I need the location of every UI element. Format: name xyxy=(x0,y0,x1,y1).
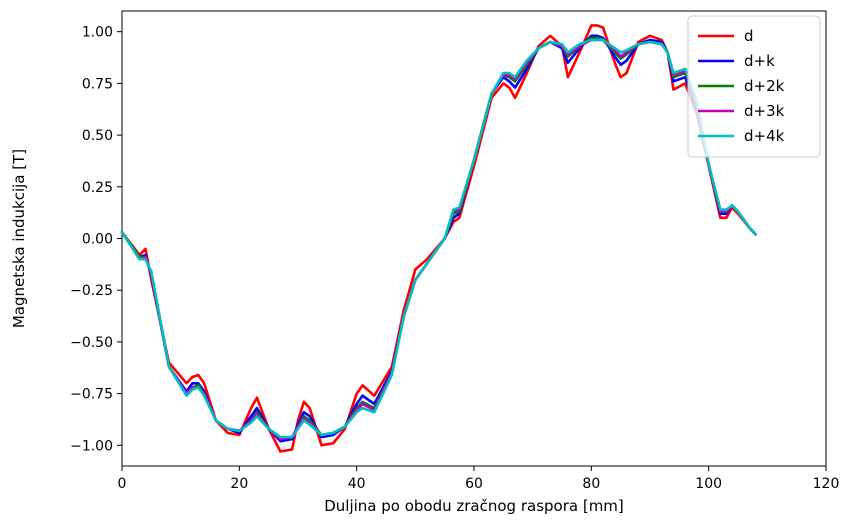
x-axis-ticks: 0 20 40 60 80 100 120 xyxy=(118,466,840,492)
y-axis-ticks: −1.00 −0.75 −0.50 −0.25 0.00 0.25 0.50 0.75 1.00 xyxy=(70,25,122,454)
y-tick-label: −0.75 xyxy=(70,387,113,403)
legend-label: d xyxy=(744,27,754,45)
y-tick-label: −0.25 xyxy=(70,283,113,299)
y-tick-label: 0.75 xyxy=(82,76,113,92)
legend-label: d+k xyxy=(744,52,775,70)
x-axis-label: Duljina po obodu zračnog raspora [mm] xyxy=(324,497,624,515)
y-tick-label: 0.25 xyxy=(82,180,113,196)
x-tick-label: 80 xyxy=(582,476,600,492)
series-lines xyxy=(120,24,757,453)
y-tick-label: 1.00 xyxy=(82,25,113,41)
x-tick-label: 120 xyxy=(813,476,840,492)
legend-label: d+2k xyxy=(744,77,785,95)
y-tick-label: −1.00 xyxy=(70,438,113,454)
x-tick-label: 0 xyxy=(118,476,127,492)
legend-label: d+4k xyxy=(744,127,785,145)
y-tick-label: 0.00 xyxy=(82,232,113,248)
legend-label: d+3k xyxy=(744,102,785,120)
legend: d d+k d+2k d+3k d+4k xyxy=(687,15,821,158)
y-tick-label: 0.50 xyxy=(82,128,113,144)
y-tick-label: −0.50 xyxy=(70,335,113,351)
x-tick-label: 20 xyxy=(230,476,248,492)
x-tick-label: 60 xyxy=(465,476,483,492)
x-tick-label: 100 xyxy=(695,476,722,492)
legend-box xyxy=(687,15,821,158)
y-axis-label: Magnetska indukcija [T] xyxy=(10,149,28,328)
series-line-5 xyxy=(120,38,757,439)
x-tick-label: 40 xyxy=(348,476,366,492)
